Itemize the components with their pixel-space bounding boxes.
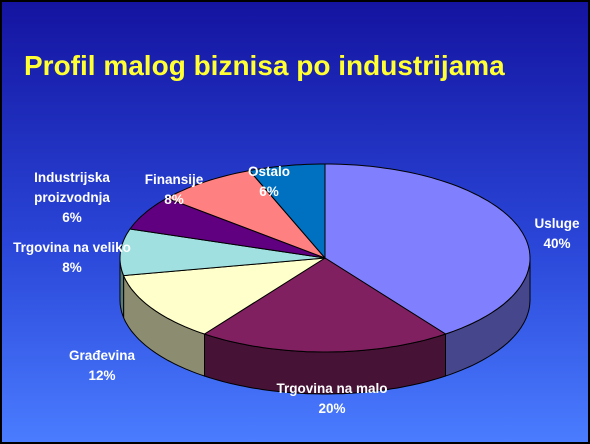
slice-label: Trgovina na veliko 8% [7, 238, 137, 278]
value-label: 40% [543, 236, 571, 251]
slice-label: Usluge 40% [492, 214, 588, 254]
category-label: Usluge [534, 216, 580, 231]
category-label: Građevina [68, 348, 136, 363]
slice [324, 163, 531, 335]
slice [122, 257, 326, 335]
slice-label: Finansije 8% [109, 170, 239, 210]
slice-label: Industrijska proizvodnja 6% [7, 168, 137, 228]
value-label: 6% [259, 184, 279, 199]
slice [165, 170, 326, 259]
value-label: 12% [88, 368, 116, 383]
slice [248, 163, 326, 260]
slice-label: Trgovina na malo 20% [267, 379, 397, 419]
value-label: 8% [62, 260, 82, 275]
category-label: Trgovina na malo [276, 381, 388, 396]
slice [129, 197, 326, 259]
slice-label: Građevina 12% [37, 346, 167, 386]
value-label: 20% [318, 401, 346, 416]
category-label: Industrijska proizvodnja [34, 170, 110, 205]
slice-label: Ostalo 6% [204, 162, 334, 202]
slice [119, 228, 326, 277]
slice [203, 257, 447, 353]
chart-title: Profil malog biznisa po industrijama [24, 50, 505, 81]
value-label: 8% [164, 192, 184, 207]
category-label: Ostalo [247, 164, 290, 179]
value-label: 6% [62, 210, 82, 225]
category-label: Finansije [144, 172, 204, 187]
category-label: Trgovina na veliko [13, 240, 131, 255]
